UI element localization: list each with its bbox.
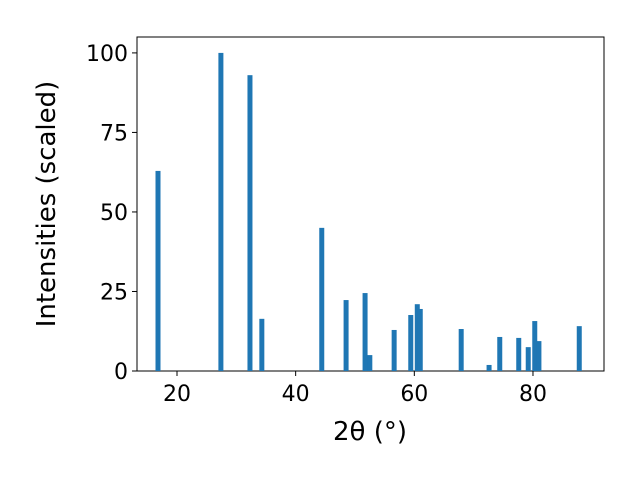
bar bbox=[218, 52, 224, 372]
bar bbox=[367, 355, 373, 371]
x-axis-label: 2θ (°) bbox=[333, 417, 407, 447]
bar bbox=[362, 293, 368, 371]
bar bbox=[259, 318, 265, 371]
bar bbox=[408, 315, 414, 371]
y-tick-label: 50 bbox=[100, 201, 128, 226]
x-tick-label: 40 bbox=[282, 382, 310, 407]
y-axis-label: Intensities (scaled) bbox=[32, 81, 62, 328]
bar bbox=[414, 304, 420, 371]
y-tick-label: 0 bbox=[114, 360, 128, 385]
y-tick-label: 100 bbox=[86, 42, 128, 67]
y-tick-label: 25 bbox=[100, 280, 128, 305]
bar bbox=[516, 337, 522, 371]
bar bbox=[576, 326, 582, 371]
bar bbox=[525, 347, 531, 371]
bar bbox=[486, 364, 492, 371]
bar bbox=[343, 300, 349, 371]
bar bbox=[532, 321, 538, 371]
bar bbox=[155, 170, 161, 371]
bar bbox=[417, 308, 423, 371]
plot-frame bbox=[136, 36, 605, 372]
bar bbox=[458, 329, 464, 371]
x-tick-label: 20 bbox=[163, 382, 191, 407]
bar bbox=[247, 75, 253, 372]
bar bbox=[391, 329, 397, 371]
y-tick-label: 75 bbox=[100, 121, 128, 146]
x-tick-label: 60 bbox=[400, 382, 428, 407]
bar bbox=[497, 336, 503, 371]
bar bbox=[319, 227, 325, 371]
x-tick-label: 80 bbox=[519, 382, 547, 407]
bar bbox=[536, 341, 542, 371]
